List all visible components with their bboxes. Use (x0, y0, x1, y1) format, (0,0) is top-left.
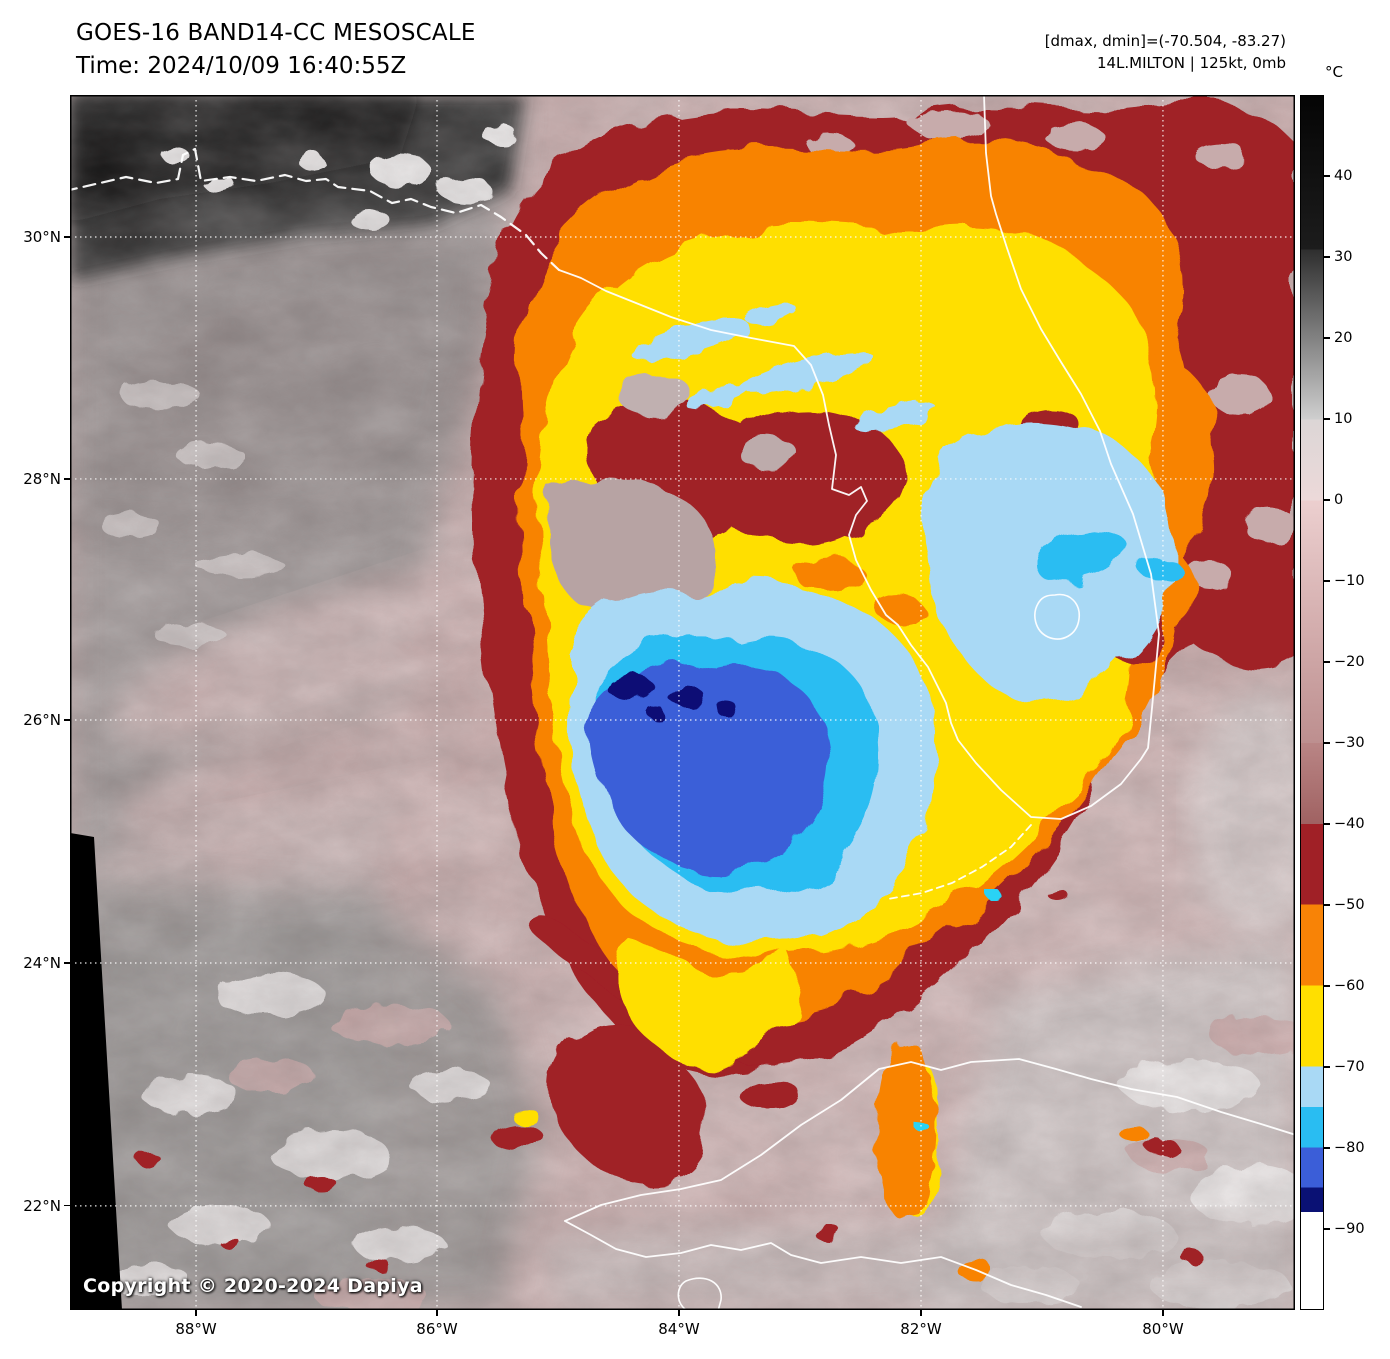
lon-tick-mark (1162, 1310, 1164, 1316)
gulf-coastline (71, 147, 560, 271)
colorbar-tick-label: 30 (1334, 249, 1353, 265)
lat-tick-label: 28°N (23, 469, 61, 488)
colorbar-tick-label: 20 (1334, 330, 1353, 346)
no-data-wedge (71, 832, 122, 1309)
lat-tick-mark (64, 478, 70, 480)
storm-info-annotation: 14L.MILTON | 125kt, 0mb (1096, 54, 1286, 72)
colorbar-tick-mark (1324, 742, 1330, 744)
colorbar-tick-mark (1324, 418, 1330, 420)
lake-okeechobee-outline (1033, 593, 1080, 640)
satellite-image (71, 96, 1294, 1309)
colorbar-tick-mark (1324, 256, 1330, 258)
lon-tick-mark (195, 1310, 197, 1316)
colorbar-tick-mark (1324, 499, 1330, 501)
lat-tick-mark (64, 1205, 70, 1207)
satellite-map: Copyright © 2020-2024 Dapiya (70, 95, 1295, 1310)
coastlines (71, 96, 1294, 1309)
copyright-label: Copyright © 2020-2024 Dapiya (83, 1275, 423, 1297)
lat-tick-label: 30°N (23, 228, 61, 247)
colorbar (1300, 95, 1324, 1310)
colorbar-tick-label: −70 (1334, 1059, 1365, 1075)
figure-timestamp: Time: 2024/10/09 16:40:55Z (76, 53, 407, 79)
hurricane-cloud-shield (135, 101, 1294, 1280)
colorbar-gradient (1301, 96, 1323, 1309)
florida-coastline (557, 96, 1160, 820)
lon-tick-label: 82°W (900, 1320, 942, 1338)
colorbar-tick-mark (1324, 661, 1330, 663)
colorbar-tick-mark (1324, 904, 1330, 906)
florida-keys-coastline (886, 823, 1032, 900)
lon-tick-mark (436, 1310, 438, 1316)
colorbar-tick-mark (1324, 1228, 1330, 1230)
latlon-gridlines (71, 96, 1294, 1309)
cuba-south-coastline (563, 1219, 1082, 1308)
colorbar-tick-mark (1324, 823, 1330, 825)
colorbar-tick-label: −80 (1334, 1140, 1365, 1156)
colorbar-tick-label: −20 (1334, 654, 1365, 670)
lon-tick-mark (678, 1310, 680, 1316)
map-frame (71, 96, 1294, 1309)
colorbar-tick-mark (1324, 337, 1330, 339)
lon-tick-label: 88°W (175, 1320, 217, 1338)
dmax-dmin-annotation: [dmax, dmin]=(-70.504, -83.27) (1044, 32, 1286, 50)
cuba-north-coastline (563, 1057, 1294, 1222)
colorbar-tick-label: 0 (1334, 492, 1344, 508)
lat-tick-label: 22°N (23, 1196, 61, 1215)
colorbar-tick-label: −60 (1334, 978, 1365, 994)
colorbar-tick-mark (1324, 1147, 1330, 1149)
colorbar-tick-label: −30 (1334, 735, 1365, 751)
colorbar-tick-mark (1324, 1066, 1330, 1068)
lon-tick-mark (920, 1310, 922, 1316)
lat-tick-mark (64, 719, 70, 721)
colorbar-tick-label: −50 (1334, 897, 1365, 913)
lat-tick-mark (64, 236, 70, 238)
lon-tick-label: 86°W (416, 1320, 458, 1338)
lat-tick-label: 26°N (23, 710, 61, 729)
lon-tick-label: 84°W (658, 1320, 700, 1338)
lat-tick-mark (64, 962, 70, 964)
colorbar-tick-mark (1324, 175, 1330, 177)
colorbar-tick-label: −90 (1334, 1221, 1365, 1237)
colorbar-tick-label: 10 (1334, 411, 1353, 427)
colorbar-tick-label: −10 (1334, 573, 1365, 589)
colorbar-unit-label: °C (1325, 63, 1343, 81)
colorbar-tick-label: −40 (1334, 816, 1365, 832)
figure-title: GOES-16 BAND14-CC MESOSCALE (76, 20, 476, 46)
colorbar-tick-mark (1324, 985, 1330, 987)
colorbar-tick-label: 40 (1334, 168, 1353, 184)
lon-tick-label: 80°W (1142, 1320, 1184, 1338)
colorbar-tick-mark (1324, 580, 1330, 582)
lat-tick-label: 24°N (23, 953, 61, 972)
